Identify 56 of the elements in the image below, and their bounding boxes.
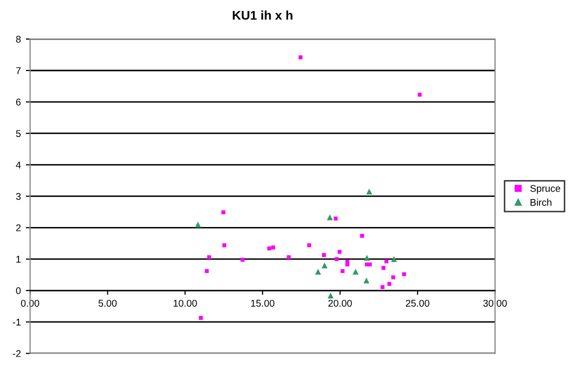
point <box>207 255 212 260</box>
point <box>380 285 384 290</box>
point <box>345 262 350 266</box>
legend-label: Birch <box>530 198 552 206</box>
point <box>402 272 406 276</box>
point <box>352 268 359 275</box>
point <box>334 216 338 221</box>
point <box>221 210 226 214</box>
point <box>387 282 392 286</box>
x-tick-label: 30.00 <box>483 300 507 307</box>
point <box>222 243 226 248</box>
point <box>360 234 364 238</box>
point <box>334 257 339 262</box>
point <box>384 259 388 264</box>
point <box>322 262 328 268</box>
point <box>240 258 245 262</box>
point <box>315 268 322 275</box>
point <box>338 250 342 254</box>
y-tick-label: 1 <box>16 256 21 263</box>
y-tick-label: 4 <box>16 162 21 168</box>
point <box>366 188 372 194</box>
x-tick-label: 20.00 <box>328 300 352 307</box>
y-tick-label: 6 <box>16 98 21 106</box>
point <box>364 254 370 261</box>
y-tick-label: 7 <box>16 67 21 74</box>
y-tick-label: 3 <box>16 192 21 200</box>
y-tick-label: 5 <box>16 130 21 137</box>
point <box>363 278 370 284</box>
y-tick-label: 0 <box>16 287 21 294</box>
point <box>322 253 326 257</box>
point <box>391 275 396 280</box>
point <box>271 246 276 250</box>
x-tick-label: 0.00 <box>21 300 40 307</box>
point <box>418 92 422 97</box>
point <box>326 214 333 220</box>
point <box>204 269 209 274</box>
point <box>267 246 272 250</box>
y-tick-label: 8 <box>16 36 21 43</box>
chart-title: KU1 ih x h <box>232 10 292 20</box>
point <box>391 256 397 262</box>
point <box>381 266 386 270</box>
x-tick-label: 5.00 <box>98 300 117 307</box>
x-tick-label: 15.00 <box>251 300 274 307</box>
x-tick-label: 10.00 <box>174 300 197 307</box>
y-tick-label: -2 <box>12 350 21 357</box>
point <box>328 292 334 299</box>
x-tick-label: 25.00 <box>406 300 430 307</box>
y-tick-label: 2 <box>16 224 21 232</box>
legend-label: Spruce <box>530 184 560 194</box>
point <box>195 222 201 228</box>
point <box>340 269 345 274</box>
y-tick-label: -1 <box>12 318 21 326</box>
point <box>368 262 372 266</box>
point <box>286 255 291 260</box>
point <box>198 316 203 320</box>
point <box>298 55 303 60</box>
